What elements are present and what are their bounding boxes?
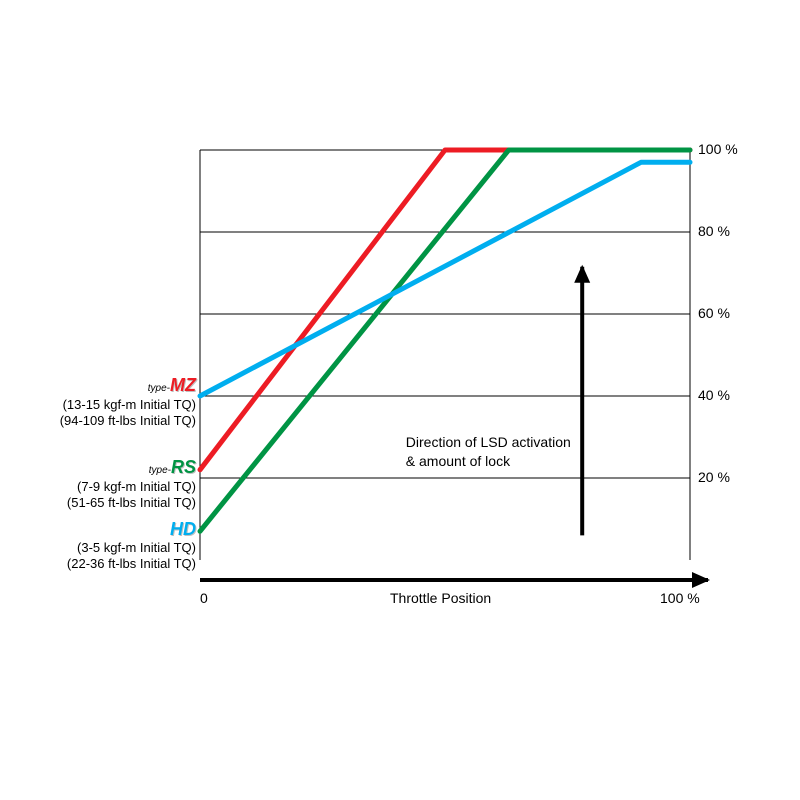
y-tick-20: 20 %	[698, 469, 730, 485]
anno-rs: type-RS(7-9 kgf-m Initial TQ)(51-65 ft-l…	[6, 456, 196, 511]
direction-note-line1: Direction of LSD activation	[406, 434, 571, 450]
direction-note-line2: & amount of lock	[406, 453, 510, 469]
y-tick-100: 100 %	[698, 141, 738, 157]
anno-mz: type-MZ(13-15 kgf-m Initial TQ)(94-109 f…	[6, 374, 196, 429]
anno-mz-line-1: (94-109 ft-lbs Initial TQ)	[6, 413, 196, 429]
anno-rs-name: type-RS	[6, 456, 196, 479]
anno-hd: HD(3-5 kgf-m Initial TQ)(22-36 ft-lbs In…	[6, 518, 196, 573]
x-axis-start-label: 0	[200, 590, 208, 606]
y-tick-40: 40 %	[698, 387, 730, 403]
anno-mz-line-0: (13-15 kgf-m Initial TQ)	[6, 397, 196, 413]
y-tick-60: 60 %	[698, 305, 730, 321]
chart-container: 20 % 40 % 60 % 80 % 100 % type-MZ(13-15 kgf-…	[0, 0, 800, 800]
anno-rs-line-0: (7-9 kgf-m Initial TQ)	[6, 479, 196, 495]
direction-note: Direction of LSD activation & amount of …	[406, 433, 571, 471]
anno-mz-name: type-MZ	[6, 374, 196, 397]
x-axis-title: Throttle Position	[390, 590, 491, 606]
anno-rs-line-1: (51-65 ft-lbs Initial TQ)	[6, 495, 196, 511]
anno-hd-line-1: (22-36 ft-lbs Initial TQ)	[6, 556, 196, 572]
anno-hd-name: HD	[6, 518, 196, 541]
anno-hd-line-0: (3-5 kgf-m Initial TQ)	[6, 540, 196, 556]
y-tick-80: 80 %	[698, 223, 730, 239]
x-axis-end-label: 100 %	[660, 590, 700, 606]
